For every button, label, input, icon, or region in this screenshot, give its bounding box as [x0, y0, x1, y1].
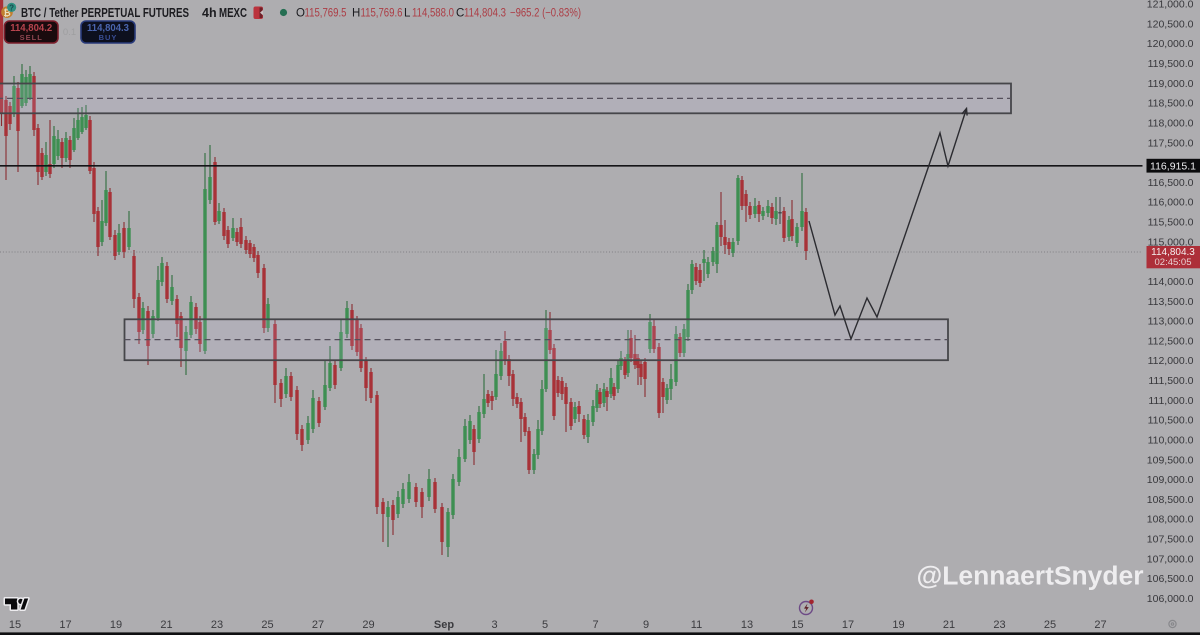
svg-text:MEXC: MEXC	[219, 6, 247, 20]
svg-text:?: ?	[9, 4, 14, 13]
svg-text:116,500.0: 116,500.0	[1148, 177, 1194, 189]
svg-text:21: 21	[943, 619, 955, 631]
svg-text:121,000.0: 121,000.0	[1147, 0, 1194, 11]
svg-text:118,000.0: 118,000.0	[1148, 118, 1194, 130]
svg-text:114,000.0: 114,000.0	[1148, 276, 1194, 288]
svg-text:15: 15	[791, 619, 803, 631]
svg-text:₿: ₿	[3, 8, 10, 18]
svg-text:110,500.0: 110,500.0	[1148, 415, 1194, 427]
svg-text:115,769.6: 115,769.6	[361, 8, 403, 20]
svg-text:13: 13	[741, 619, 753, 631]
svg-text:17: 17	[842, 619, 854, 631]
svg-text:23: 23	[211, 619, 223, 631]
svg-text:117,500.0: 117,500.0	[1148, 137, 1194, 149]
svg-text:109,000.0: 109,000.0	[1147, 474, 1194, 486]
svg-text:27: 27	[1094, 619, 1106, 631]
svg-text:11: 11	[691, 619, 702, 631]
svg-text:112,500.0: 112,500.0	[1148, 335, 1194, 347]
svg-text:O: O	[296, 8, 305, 20]
svg-text:113,000.0: 113,000.0	[1148, 316, 1194, 328]
svg-text:19: 19	[110, 619, 122, 631]
svg-text:3: 3	[491, 619, 497, 631]
svg-text:120,500.0: 120,500.0	[1147, 18, 1194, 30]
svg-text:17: 17	[59, 619, 71, 631]
svg-text:29: 29	[362, 619, 374, 631]
svg-text:21: 21	[160, 619, 172, 631]
svg-text:108,000.0: 108,000.0	[1147, 514, 1194, 526]
svg-text:113,500.0: 113,500.0	[1148, 296, 1194, 308]
svg-text:4h: 4h	[202, 6, 217, 20]
svg-text:27: 27	[312, 619, 324, 631]
svg-text:0.1: 0.1	[63, 27, 76, 38]
svg-text:114,804.3: 114,804.3	[1151, 247, 1195, 258]
svg-text:SELL: SELL	[20, 33, 43, 42]
svg-text:106,000.0: 106,000.0	[1147, 593, 1194, 605]
svg-text:25: 25	[261, 619, 273, 631]
svg-text:−965.2 (−0.83%): −965.2 (−0.83%)	[510, 8, 581, 20]
svg-text:115,769.5: 115,769.5	[305, 8, 347, 20]
svg-text:111,500.0: 111,500.0	[1148, 375, 1193, 387]
svg-text:5: 5	[542, 619, 548, 631]
svg-text:111,000.0: 111,000.0	[1148, 395, 1193, 407]
svg-text:02:45:05: 02:45:05	[1155, 257, 1192, 268]
svg-text:114,804.3: 114,804.3	[464, 8, 506, 20]
svg-text:9: 9	[643, 619, 649, 631]
svg-text:114,588.0: 114,588.0	[412, 8, 454, 20]
svg-text:119,500.0: 119,500.0	[1148, 58, 1194, 70]
svg-text:114,804.3: 114,804.3	[87, 23, 129, 34]
svg-text:115,500.0: 115,500.0	[1148, 217, 1194, 229]
svg-text:118,500.0: 118,500.0	[1148, 98, 1194, 110]
svg-text:106,500.0: 106,500.0	[1147, 573, 1194, 585]
svg-text:BUY: BUY	[99, 33, 118, 42]
svg-text:15: 15	[9, 619, 21, 631]
svg-text:114,804.2: 114,804.2	[10, 23, 52, 34]
svg-text:C: C	[456, 8, 464, 20]
svg-text:BTC / Tether PERPETUAL FUTURES: BTC / Tether PERPETUAL FUTURES	[21, 6, 189, 20]
svg-text:116,000.0: 116,000.0	[1148, 197, 1194, 209]
svg-text:23: 23	[993, 619, 1005, 631]
svg-text:116,915.1: 116,915.1	[1150, 160, 1196, 172]
svg-text:19: 19	[892, 619, 904, 631]
svg-text:L: L	[404, 8, 411, 20]
svg-text:115,000.0: 115,000.0	[1148, 236, 1194, 248]
svg-text:7: 7	[592, 619, 598, 631]
svg-text:@LennaertSnyder: @LennaertSnyder	[917, 563, 1144, 591]
svg-text:119,000.0: 119,000.0	[1148, 78, 1194, 90]
svg-text:109,500.0: 109,500.0	[1147, 454, 1194, 466]
svg-text:110,000.0: 110,000.0	[1148, 435, 1194, 447]
svg-text:108,500.0: 108,500.0	[1147, 494, 1194, 506]
svg-text:112,000.0: 112,000.0	[1148, 355, 1194, 367]
svg-text:Sep: Sep	[434, 619, 454, 631]
svg-text:107,000.0: 107,000.0	[1147, 553, 1194, 565]
svg-text:H: H	[352, 8, 360, 20]
svg-text:120,000.0: 120,000.0	[1147, 38, 1194, 50]
svg-text:107,500.0: 107,500.0	[1147, 534, 1194, 546]
svg-text:25: 25	[1044, 619, 1056, 631]
